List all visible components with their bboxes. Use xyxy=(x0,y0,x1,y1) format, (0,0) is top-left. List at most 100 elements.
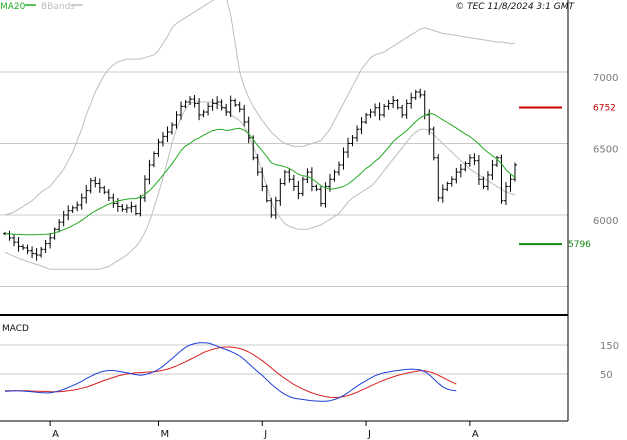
price-bar xyxy=(323,182,328,208)
price-bar xyxy=(300,176,305,197)
price-bar xyxy=(124,204,129,213)
price-bar xyxy=(282,169,287,186)
price-bar xyxy=(115,198,120,212)
price-bar xyxy=(346,137,351,158)
price-bar xyxy=(206,102,211,116)
x-tick-label: M xyxy=(160,429,169,440)
price-bar xyxy=(467,154,472,167)
price-bar xyxy=(481,176,486,190)
price-bar xyxy=(513,162,517,182)
price-bar xyxy=(237,101,242,113)
price-bar xyxy=(332,169,337,182)
price-bar xyxy=(359,117,364,135)
price-bar xyxy=(395,98,400,110)
price-bar xyxy=(418,88,423,99)
price-bar xyxy=(102,185,107,195)
price-bar xyxy=(508,173,513,192)
price-bar xyxy=(30,246,35,259)
bb-upper-line xyxy=(4,0,515,216)
resistance-label: 6752 xyxy=(593,103,616,113)
price-bar xyxy=(61,210,66,227)
price-bar xyxy=(228,95,233,118)
price-bar xyxy=(66,205,71,221)
x-tick-label: J xyxy=(367,429,371,440)
ma20-polyline xyxy=(4,113,516,236)
price-bar xyxy=(133,204,138,216)
price-bar xyxy=(463,161,468,172)
price-levels: 6752 5796 xyxy=(519,103,616,250)
price-bar xyxy=(75,201,80,212)
price-bar xyxy=(503,182,508,205)
price-bar xyxy=(255,154,260,176)
price-bar xyxy=(224,103,229,116)
price-bar xyxy=(129,201,134,213)
price-bar xyxy=(169,122,174,135)
price-bar xyxy=(48,233,53,249)
price-bar xyxy=(494,155,499,167)
price-bar xyxy=(391,95,396,109)
price-bar xyxy=(246,116,251,144)
price-bar xyxy=(233,98,238,107)
price-bar xyxy=(472,153,477,166)
price-bar xyxy=(93,176,98,188)
price-bar xyxy=(156,138,161,157)
price-bar xyxy=(449,176,454,187)
price-bar xyxy=(147,159,152,185)
price-bar xyxy=(174,111,179,129)
price-bar xyxy=(409,92,414,109)
price-bar xyxy=(165,126,170,142)
price-bar xyxy=(264,184,269,203)
price-bar xyxy=(151,151,156,168)
price-bar xyxy=(34,248,39,261)
price-bar xyxy=(305,168,310,183)
price-bar xyxy=(260,167,265,192)
price-bar xyxy=(25,244,30,255)
price-bar xyxy=(106,188,111,201)
price-bar xyxy=(7,230,12,241)
price-bar xyxy=(368,108,373,119)
price-bar xyxy=(188,96,193,106)
price-bar xyxy=(364,112,369,125)
price-bar xyxy=(278,178,283,206)
price-bar xyxy=(431,126,436,161)
price-bar xyxy=(183,100,188,109)
ma20-line xyxy=(4,113,516,236)
bbands-legend-label: BBands xyxy=(41,2,75,12)
price-tick-label: 6000 xyxy=(593,216,618,227)
price-bar xyxy=(499,154,504,204)
price-bar xyxy=(120,203,125,212)
price-bar xyxy=(84,184,89,204)
price-bar xyxy=(350,135,355,147)
bollinger-bands xyxy=(4,0,516,270)
price-bar xyxy=(291,174,296,191)
signal-polyline xyxy=(5,346,457,398)
price-bar xyxy=(386,99,391,110)
price-bar xyxy=(192,95,197,108)
price-bar xyxy=(21,244,26,251)
price-bar xyxy=(16,237,21,252)
x-tick-label: J xyxy=(263,429,267,440)
price-bar xyxy=(454,167,459,184)
price-bar xyxy=(355,125,360,142)
price-bar xyxy=(445,181,450,192)
price-bar xyxy=(458,163,463,178)
x-tick-label: A xyxy=(52,429,59,440)
price-bar xyxy=(12,233,17,247)
price-bar xyxy=(382,103,387,118)
price-bar xyxy=(79,193,84,210)
price-bar xyxy=(201,109,206,118)
price-bar xyxy=(314,184,319,192)
price-bar xyxy=(476,154,481,185)
price-bar xyxy=(269,197,274,218)
ma-legend-label: MA20 xyxy=(0,2,26,12)
price-bar xyxy=(179,101,184,120)
price-bar xyxy=(273,196,278,220)
price-bar xyxy=(111,193,116,208)
price-bar xyxy=(242,104,247,127)
price-bar xyxy=(88,177,93,194)
panel-frame xyxy=(0,0,569,422)
price-tick-label: 7000 xyxy=(593,73,618,84)
price-bar xyxy=(160,131,165,147)
macd-panel-title: MACD xyxy=(2,324,29,334)
price-bar xyxy=(210,98,215,111)
